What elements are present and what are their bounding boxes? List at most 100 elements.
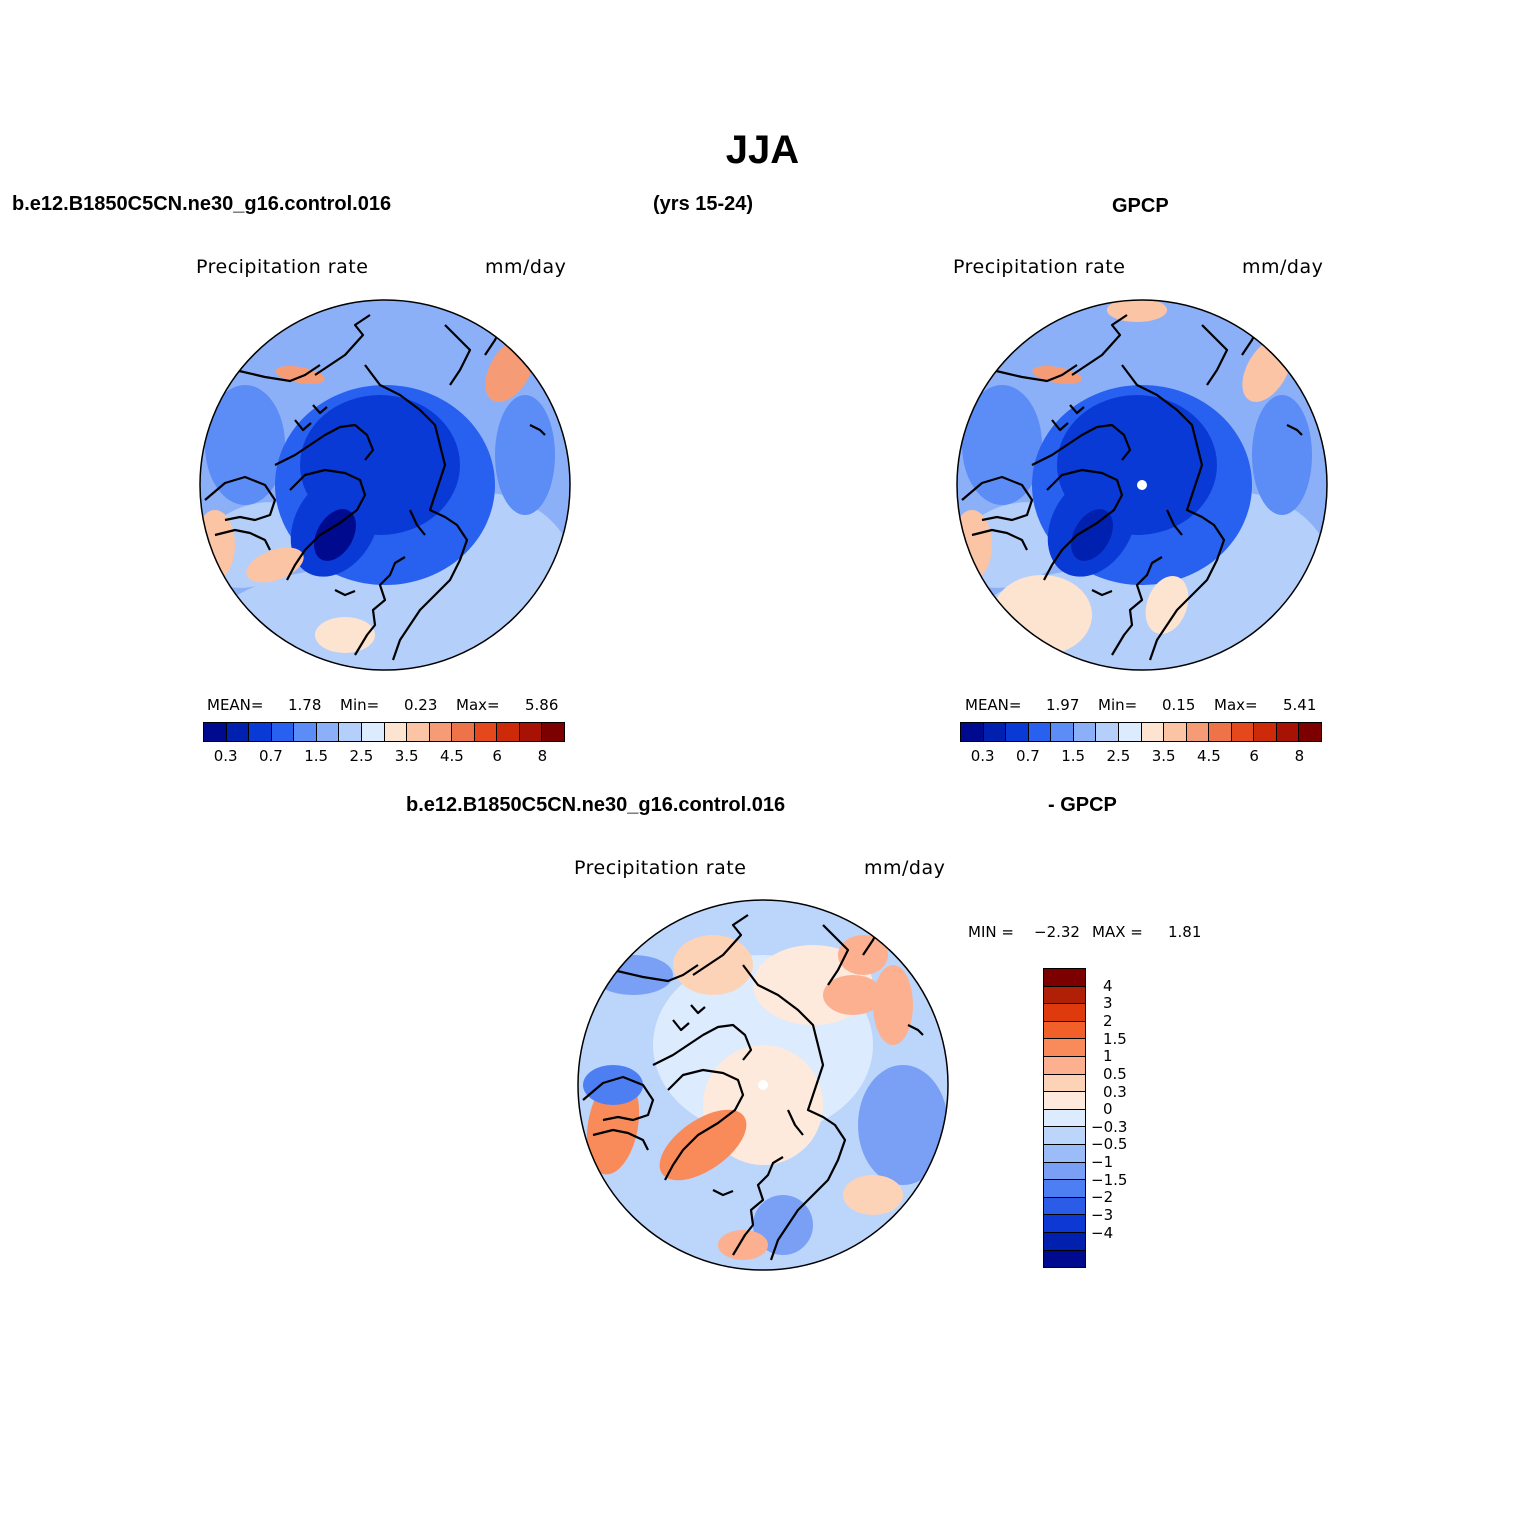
precip-contour: [495, 395, 555, 515]
colorbar-swatch: [542, 723, 564, 741]
coastline: [991, 364, 1078, 383]
colorbar-swatch: [429, 723, 453, 741]
coastline: [592, 1128, 649, 1151]
obs-polar-map: [956, 299, 1328, 671]
coastline: [1121, 364, 1204, 481]
obs-variable-label: Precipitation rate: [953, 256, 1126, 278]
coastline: [961, 475, 1034, 522]
coastline: [652, 1023, 753, 1066]
colorbar-swatch: [1051, 723, 1074, 741]
colorbar-swatch: [1141, 723, 1165, 741]
colorbar-swatch: [407, 723, 430, 741]
colorbar-tick-label: 4.5: [439, 747, 464, 765]
diff-min-label: MIN =: [968, 923, 1014, 941]
colorbar-swatch: [1044, 1092, 1085, 1110]
precip-contour: [659, 1109, 747, 1181]
coastline: [971, 528, 1028, 551]
colorbar-tick-label: −3: [1091, 1206, 1114, 1225]
colorbar-swatch: [1044, 1056, 1085, 1075]
colorbar-swatch: [519, 723, 543, 741]
colorbar-swatch: [1186, 723, 1210, 741]
colorbar-swatch: [1118, 723, 1142, 741]
diff-min-value: −2.32: [1034, 923, 1080, 941]
years-header: (yrs 15-24): [653, 193, 754, 215]
coastline: [582, 1075, 655, 1122]
precip-contour: [992, 575, 1092, 655]
precip-contour: [315, 617, 375, 653]
coastline: [1286, 424, 1303, 436]
model-min-value: 0.23: [404, 696, 438, 714]
colorbar-swatch: [1044, 1197, 1085, 1216]
pole-marker: [758, 1080, 768, 1090]
coastline: [334, 589, 356, 597]
coastline: [690, 1004, 706, 1015]
precip-field: [200, 300, 570, 670]
precip-contour: [583, 1065, 643, 1105]
colorbar-tick-label: 4: [1103, 976, 1113, 995]
coastline: [204, 475, 277, 522]
colorbar-swatch: [339, 723, 362, 741]
colorbar-tick-label: 6: [492, 747, 502, 765]
colorbar-swatch: [1044, 1039, 1085, 1057]
coastline: [1043, 468, 1124, 581]
colorbar-swatch: [1276, 723, 1300, 741]
colorbar-tick-label: 0.7: [258, 747, 283, 765]
colorbar-swatch: [1044, 1180, 1085, 1198]
colorbar-swatch: [384, 723, 408, 741]
precip-contour: [843, 1175, 903, 1215]
coastline: [1148, 479, 1226, 661]
model-mean-value: 1.78: [288, 696, 322, 714]
obs-max-value: 5.41: [1283, 696, 1317, 714]
precip-contour: [858, 1065, 948, 1185]
colorbar-swatch: [1044, 1021, 1085, 1040]
colorbar-tick-label: 3.5: [1151, 747, 1176, 765]
coastline: [822, 924, 850, 986]
model-units-label: mm/day: [485, 256, 567, 278]
colorbar-tick-label: 1: [1103, 1047, 1113, 1066]
colorbar-swatch: [204, 723, 227, 741]
coastline: [664, 1068, 745, 1181]
colorbar-swatch: [1044, 1109, 1085, 1128]
colorbar-tick-label: 3.5: [394, 747, 419, 765]
coastline: [732, 1156, 784, 1256]
diff-max-value: 1.81: [1168, 923, 1202, 941]
colorbar-tick-label: 0.3: [970, 747, 995, 765]
coastline: [769, 1079, 847, 1261]
coastline: [742, 964, 825, 1081]
colorbar-tick-label: −1.5: [1091, 1170, 1128, 1189]
diff-max-label: MAX =: [1092, 923, 1143, 941]
colorbar-tick-label: 2.5: [1106, 747, 1131, 765]
coastline: [1091, 589, 1113, 597]
model-colorbar: [203, 722, 565, 742]
precip-contour: [200, 510, 235, 580]
colorbar-swatch: [1096, 723, 1119, 741]
coastline: [286, 468, 367, 581]
colorbar-swatch: [1044, 1144, 1085, 1163]
precip-contour: [962, 385, 1042, 505]
colorbar-tick-label: 2: [1103, 1011, 1113, 1030]
colorbar-tick-label: 1.5: [1103, 1029, 1127, 1048]
obs-mean-value: 1.97: [1046, 696, 1080, 714]
colorbar-tick-label: 0: [1103, 1100, 1113, 1119]
colorbar-swatch: [1231, 723, 1255, 741]
colorbar-swatch: [1254, 723, 1277, 741]
coastline: [234, 364, 321, 383]
colorbar-swatch: [474, 723, 498, 741]
pole-marker: [1137, 480, 1147, 490]
model-variable-label: Precipitation rate: [196, 256, 369, 278]
colorbar-swatch: [226, 723, 250, 741]
coastline: [529, 424, 546, 436]
map-boundary: [956, 299, 1328, 671]
precip-contour: [205, 385, 285, 505]
model-max-value: 5.86: [525, 696, 559, 714]
obs-min-value: 0.15: [1162, 696, 1196, 714]
model-mean-label: MEAN=: [207, 696, 264, 714]
diff-colorbar: [1043, 968, 1086, 1268]
colorbar-swatch: [1044, 1127, 1085, 1145]
coastline: [274, 423, 375, 466]
precip-field: [578, 900, 948, 1270]
coastline: [364, 364, 447, 481]
colorbar-tick-label: −4: [1091, 1223, 1114, 1242]
colorbar-swatch: [1044, 1074, 1085, 1093]
obs-units-label: mm/day: [1242, 256, 1324, 278]
